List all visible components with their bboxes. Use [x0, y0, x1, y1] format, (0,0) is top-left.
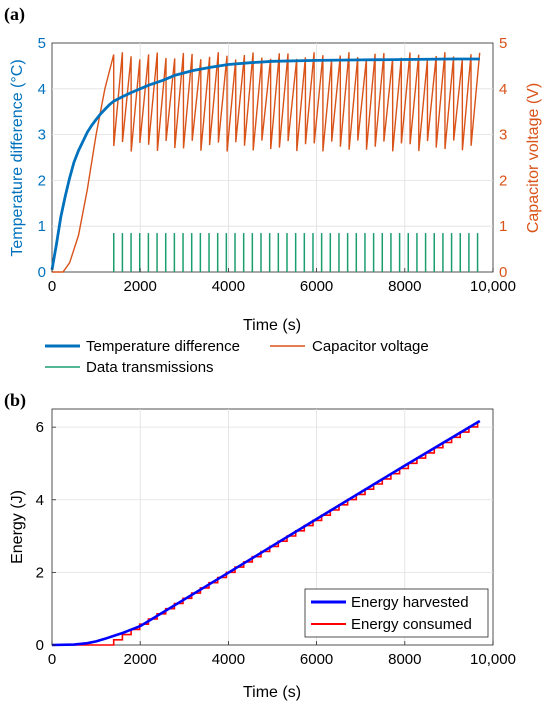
y-tick-label-right: 4: [499, 81, 507, 98]
panel-b-x-axis-label: Time (s): [243, 684, 301, 701]
energy-harvested-line: [51, 419, 481, 647]
y-tick-label: 0: [36, 637, 44, 654]
panel-b-legend: Energy harvested Energy consumed: [304, 588, 489, 638]
panel-b-y-axis-label: Energy (J): [9, 490, 26, 564]
panel-a-y-axis-label-left: Temperature difference (°C): [9, 59, 26, 256]
y-tick-label-right: 5: [499, 35, 507, 52]
y-tick-label-left: 2: [38, 172, 46, 189]
x-tick-label: 6000: [300, 278, 333, 295]
capacitor-voltage-line: [52, 52, 481, 273]
x-tick-label: 8000: [388, 651, 421, 668]
panel-b-legend-box: [304, 588, 489, 638]
y-tick-label-left: 4: [38, 81, 46, 98]
panel-a-y-ticks-right: 0 1 2 3 4 5: [499, 35, 507, 281]
legend-label-harvested: Energy harvested: [351, 594, 469, 611]
y-tick-label-left: 1: [38, 218, 46, 235]
panel-a-x-axis-label: Time (s): [243, 317, 301, 334]
y-tick-label-right: 3: [499, 127, 507, 144]
panel-a-series: [50, 52, 481, 273]
panel-a-plot-area: [51, 42, 494, 273]
y-tick-label: 4: [36, 492, 44, 509]
x-tick-label: 10,000: [470, 278, 516, 295]
y-tick-label-right: 2: [499, 172, 507, 189]
x-tick-label: 10,000: [470, 651, 516, 668]
legend-label-capacitor: Capacitor voltage: [312, 338, 429, 355]
x-tick-label: 2000: [124, 278, 157, 295]
x-tick-label: 0: [48, 651, 56, 668]
y-tick-label-right: 1: [499, 218, 507, 235]
y-tick-label: 2: [36, 564, 44, 581]
panel-a-y-ticks-left: 0 1 2 3 4 5: [38, 35, 46, 281]
x-tick-label: 2000: [124, 651, 157, 668]
panel-b-y-ticks: 0 2 4 6: [36, 419, 56, 654]
panel-b: (b) 0 2000 4000 6000 8000 10,000 0 2 4 6 Time (s…: [4, 390, 516, 701]
legend-label-transmissions: Data transmissions: [86, 359, 214, 376]
x-tick-label: 4000: [212, 651, 245, 668]
panel-a-legend: Temperature difference Capacitor voltage…: [45, 338, 429, 376]
temperature-difference-line: [50, 57, 480, 270]
panel-a: (a) 0 2000 4000 6000 8000 10,000 0 1 2 3 4 5 0 1 2 3 4…: [4, 4, 542, 376]
panel-b-x-ticks: 0 2000 4000 6000 8000 10,000: [48, 641, 516, 668]
y-tick-label-left: 0: [38, 264, 46, 281]
y-tick-label-right: 0: [499, 264, 507, 281]
x-tick-label: 6000: [300, 651, 333, 668]
panel-b-series: [51, 419, 481, 647]
x-tick-label: 4000: [212, 278, 245, 295]
x-tick-label: 8000: [388, 278, 421, 295]
panel-a-label: (a): [4, 4, 25, 25]
y-tick-label-left: 5: [38, 35, 46, 52]
panel-a-y-axis-label-right: Capacitor voltage (V): [525, 83, 542, 233]
legend-label-temperature: Temperature difference: [86, 338, 240, 355]
panel-b-label: (b): [4, 390, 26, 411]
x-tick-label: 0: [48, 278, 56, 295]
legend-label-consumed: Energy consumed: [351, 616, 472, 633]
y-tick-label: 6: [36, 419, 44, 436]
y-tick-label-left: 3: [38, 127, 46, 144]
panel-a-x-ticks: 0 2000 4000 6000 8000 10,000: [48, 268, 516, 295]
